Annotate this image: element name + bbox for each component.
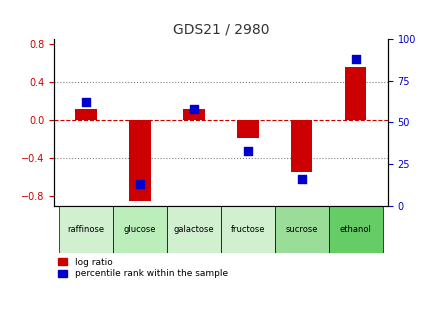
Point [298,176,304,181]
Point [136,181,143,186]
Text: ethanol: ethanol [339,225,371,234]
FancyBboxPatch shape [59,205,113,253]
Title: GDS21 / 2980: GDS21 / 2980 [172,23,268,37]
FancyBboxPatch shape [274,205,328,253]
Text: sucrose: sucrose [285,225,317,234]
Text: fructose: fructose [230,225,264,234]
Bar [237,120,258,138]
FancyBboxPatch shape [113,205,167,253]
Bar [183,109,204,120]
Bar [344,67,366,120]
FancyBboxPatch shape [167,205,221,253]
Text: galactose: galactose [173,225,214,234]
Bar [290,120,312,172]
Bar [129,120,150,201]
Point [244,148,251,153]
FancyBboxPatch shape [328,205,382,253]
FancyBboxPatch shape [221,205,274,253]
Point [190,107,197,112]
Text: raffinose: raffinose [68,225,104,234]
Point [351,57,358,62]
Legend: log ratio, percentile rank within the sample: log ratio, percentile rank within the sa… [58,258,227,278]
Bar [75,109,97,120]
Text: glucose: glucose [123,225,156,234]
Point [83,100,89,105]
